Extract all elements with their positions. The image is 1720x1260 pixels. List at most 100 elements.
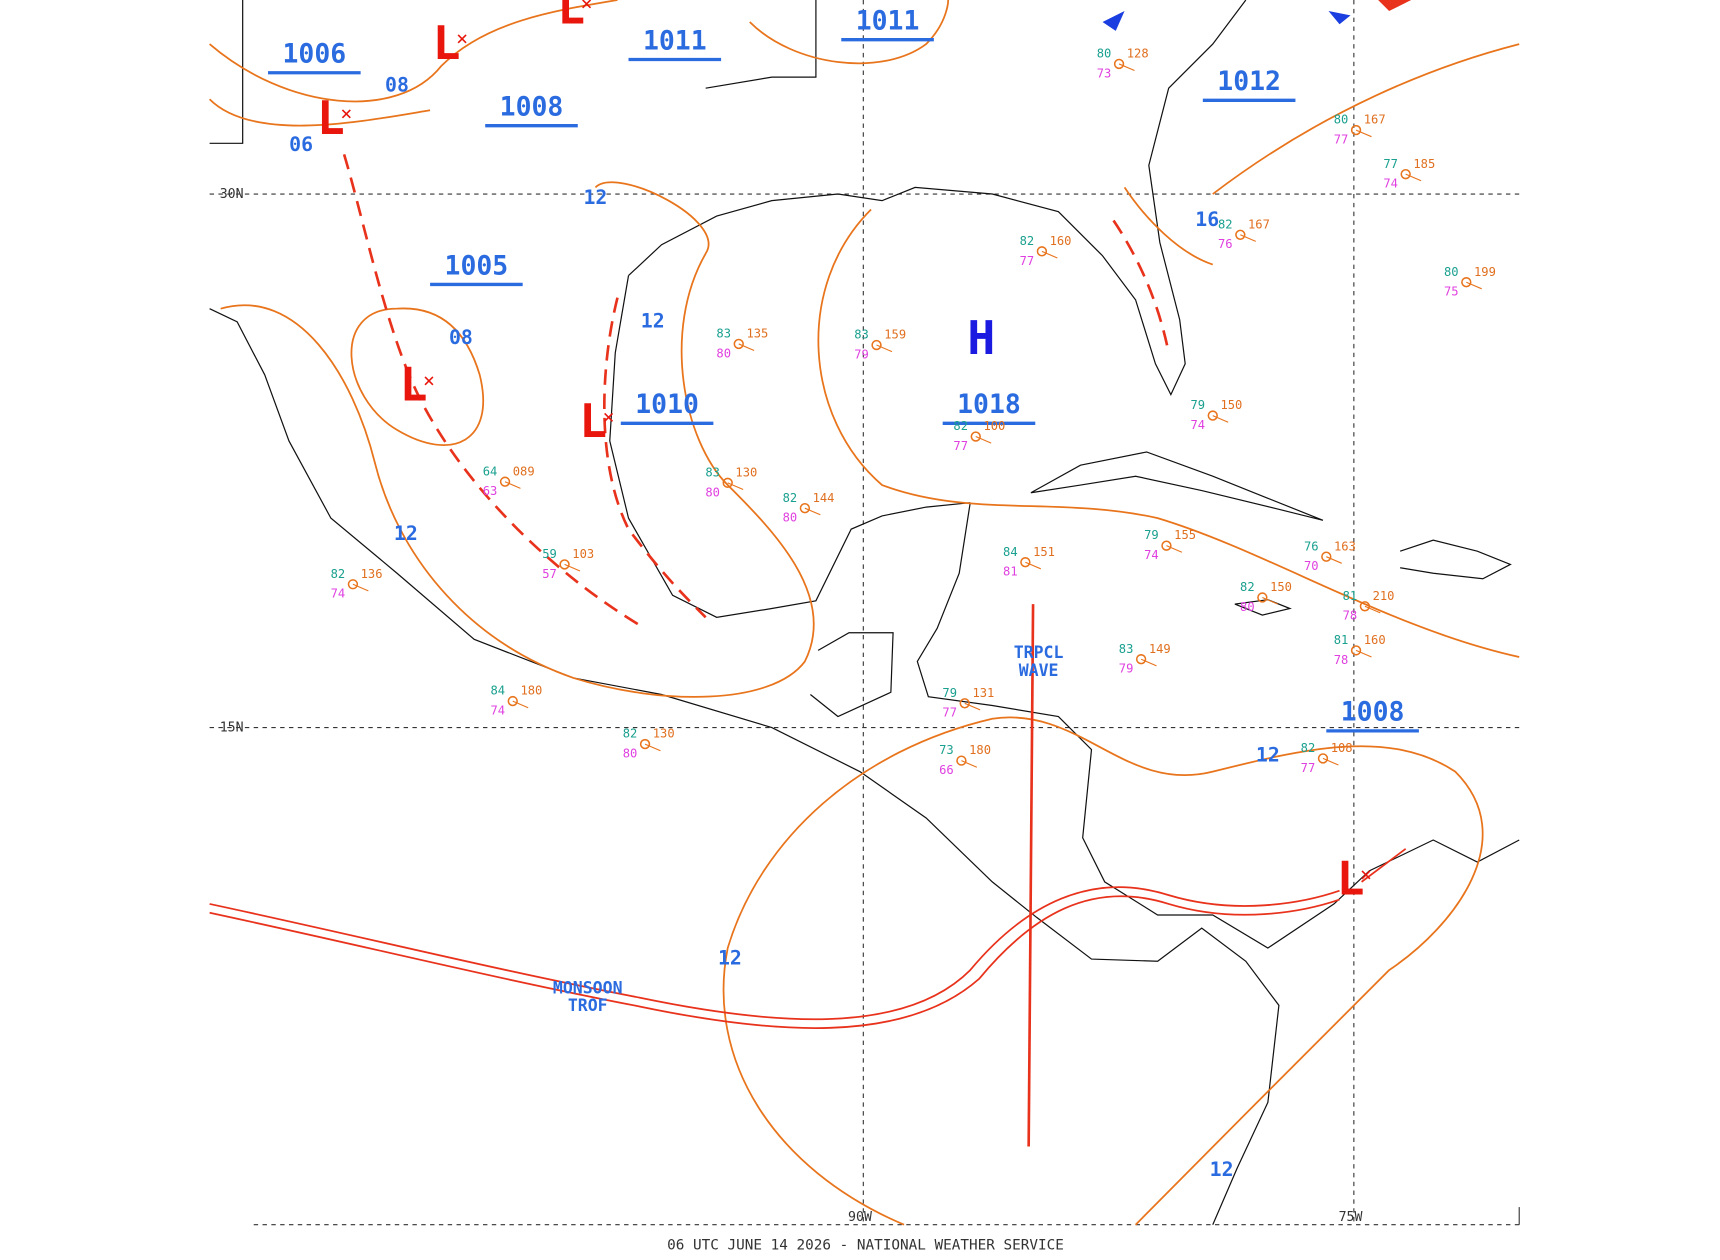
coastlines <box>209 0 1520 1225</box>
pressure: 100 <box>983 419 1005 433</box>
wind-barb <box>1322 757 1339 766</box>
temperature: 77 <box>1383 157 1398 171</box>
isobar-label: 1008 <box>1341 697 1405 728</box>
station-circle <box>1113 58 1125 70</box>
temperature: 79 <box>1144 528 1159 542</box>
station-circle <box>1317 753 1329 764</box>
temperature: 83 <box>1119 642 1134 656</box>
wind-barb <box>1364 605 1381 614</box>
station-circle <box>639 738 651 750</box>
temperature: 83 <box>716 327 731 341</box>
isobar <box>722 716 1484 1226</box>
pressure: 108 <box>1331 741 1353 755</box>
wind-barb <box>1140 658 1157 667</box>
temperature: 82 <box>331 567 346 581</box>
pressure: 199 <box>1474 265 1496 279</box>
wind-barb <box>727 482 744 490</box>
dewpoint: 80 <box>783 511 798 525</box>
isobar-label: 08 <box>449 326 473 349</box>
pressure: 131 <box>972 686 994 700</box>
graticule <box>209 0 1520 1226</box>
trough-line <box>1361 848 1407 883</box>
isobar <box>209 0 618 103</box>
station-plot: 73 66 180 <box>939 743 991 777</box>
station-plot: 83 80 135 <box>716 327 768 361</box>
wind-barb <box>1262 596 1279 605</box>
dewpoint: 77 <box>942 706 957 720</box>
central-america-caribbean <box>916 502 1520 949</box>
trough-line <box>209 895 1340 1029</box>
center-x: × <box>581 0 593 15</box>
station-plot: 79 74 150 <box>1190 398 1242 432</box>
pressure-center: L <box>1337 851 1365 905</box>
pressure-center: L <box>400 358 428 412</box>
isobar-label: 06 <box>289 133 313 156</box>
pressure: 149 <box>1149 642 1171 656</box>
pressure: 144 <box>813 491 835 505</box>
dewpoint: 74 <box>1190 418 1205 432</box>
pressure: 167 <box>1364 113 1386 127</box>
dewpoint: 74 <box>331 587 346 601</box>
temperature: 80 <box>1097 47 1112 61</box>
isobar-label: 12 <box>718 947 742 970</box>
temperature: 81 <box>1343 589 1358 603</box>
grid-label: 15N <box>220 721 244 736</box>
station-circle <box>1235 229 1246 240</box>
isobar <box>749 0 950 65</box>
wind-barb <box>352 583 369 592</box>
dewpoint: 75 <box>1444 285 1459 299</box>
station-circle <box>1461 277 1472 288</box>
wind-barb <box>964 702 981 711</box>
temperature: 82 <box>1218 217 1233 231</box>
state-borders <box>705 0 817 89</box>
pacific-coast <box>209 308 1280 1225</box>
wind-barb <box>1326 556 1342 564</box>
isobar-label: 12 <box>1256 744 1280 767</box>
station-circle <box>722 477 733 489</box>
station-plot: 81 78 160 <box>1334 633 1386 667</box>
station-circle <box>1350 124 1362 136</box>
temperature: 73 <box>939 743 954 757</box>
pressure: 167 <box>1248 217 1270 231</box>
pressure: 163 <box>1334 539 1356 553</box>
isobar-label: 1011 <box>856 6 920 37</box>
pressure-center: L <box>557 0 585 35</box>
pressure-center: L <box>433 16 461 70</box>
temperature: 76 <box>1304 539 1319 553</box>
feature-label: WAVE <box>1019 661 1059 680</box>
station-circle <box>1207 410 1218 421</box>
center-x: × <box>456 27 468 50</box>
isobar-label: 1008 <box>500 92 564 123</box>
dewpoint: 74 <box>1383 177 1398 191</box>
station-circle <box>347 579 359 590</box>
wind-barb <box>504 481 521 489</box>
station-circle <box>799 503 811 514</box>
isobar-label: 1012 <box>1217 66 1281 97</box>
stations: 80 77 167 77 74 185 80 75 199 81 78 160 82 77 108 79 74 1… <box>331 47 1496 778</box>
isobar-label: 16 <box>1195 208 1219 231</box>
temperature: 84 <box>1003 545 1018 559</box>
wind-barb <box>644 743 661 752</box>
isobar-label: 1005 <box>445 250 509 281</box>
temperature: 83 <box>854 328 869 342</box>
isobar-label: 1006 <box>282 39 346 70</box>
temperature: 64 <box>483 464 498 478</box>
dewpoint: 80 <box>716 346 731 360</box>
isobar <box>817 208 1520 658</box>
wind-barb <box>1355 129 1372 138</box>
pressure: 180 <box>969 743 991 757</box>
isobar <box>1123 186 1214 266</box>
trough <box>342 153 646 630</box>
station-plot: 80 75 199 <box>1444 265 1496 299</box>
borders <box>810 632 894 718</box>
station-circle <box>1135 654 1147 665</box>
monsoon-trough <box>209 848 1407 1029</box>
wind-barb <box>1466 281 1482 290</box>
cold-front-marks <box>1102 11 1351 31</box>
station-circle <box>959 698 970 709</box>
station-circle <box>1359 601 1371 612</box>
pressure-center: H <box>967 311 995 365</box>
wind-barb <box>804 507 821 516</box>
isobar-label: 1011 <box>643 25 707 56</box>
station-plot: 83 79 159 <box>854 328 906 362</box>
